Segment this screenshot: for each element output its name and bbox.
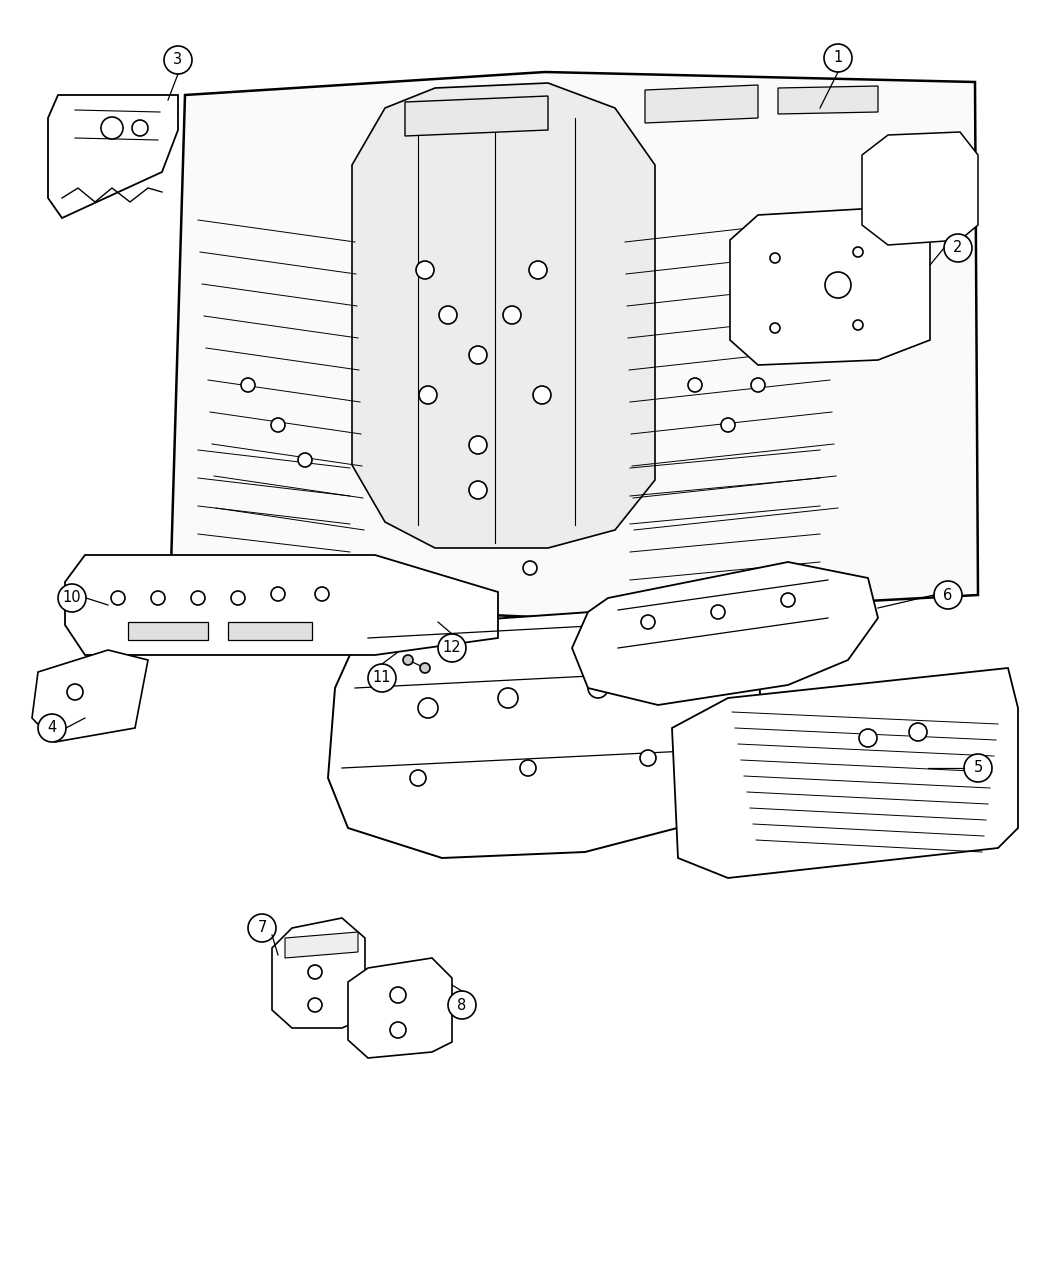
Circle shape [469, 481, 487, 499]
Circle shape [191, 592, 205, 606]
Circle shape [964, 754, 992, 782]
Polygon shape [65, 555, 498, 655]
Circle shape [688, 377, 702, 391]
Text: 1: 1 [834, 51, 842, 65]
Circle shape [151, 592, 165, 606]
Circle shape [909, 723, 927, 741]
Circle shape [101, 117, 123, 139]
Polygon shape [328, 608, 762, 858]
Circle shape [751, 377, 765, 391]
Circle shape [469, 436, 487, 454]
Circle shape [248, 914, 276, 942]
Polygon shape [285, 932, 358, 958]
Circle shape [721, 418, 735, 432]
Circle shape [67, 683, 83, 700]
Circle shape [672, 668, 692, 688]
Polygon shape [862, 133, 978, 245]
Circle shape [164, 46, 192, 74]
Circle shape [853, 320, 863, 330]
Polygon shape [778, 85, 878, 113]
Circle shape [934, 581, 962, 609]
Polygon shape [730, 208, 930, 365]
Circle shape [770, 323, 780, 333]
Polygon shape [228, 622, 312, 640]
Text: 5: 5 [973, 760, 983, 775]
Text: 10: 10 [63, 590, 81, 606]
Circle shape [271, 418, 285, 432]
Circle shape [390, 987, 406, 1003]
Circle shape [503, 306, 521, 324]
Circle shape [781, 593, 795, 607]
Text: 3: 3 [173, 52, 183, 68]
Circle shape [271, 586, 285, 601]
Text: 6: 6 [943, 588, 952, 603]
Polygon shape [48, 96, 178, 218]
Circle shape [308, 998, 322, 1012]
Circle shape [498, 688, 518, 708]
Circle shape [111, 592, 125, 606]
Circle shape [640, 750, 656, 766]
Circle shape [438, 634, 466, 662]
Circle shape [853, 247, 863, 258]
Text: 12: 12 [443, 640, 461, 655]
Circle shape [523, 561, 537, 575]
Circle shape [418, 697, 438, 718]
Circle shape [825, 272, 851, 298]
Circle shape [308, 965, 322, 979]
Circle shape [711, 606, 724, 618]
Circle shape [410, 770, 426, 785]
Polygon shape [32, 650, 148, 742]
Text: 11: 11 [373, 671, 392, 686]
Circle shape [416, 261, 434, 279]
Circle shape [132, 120, 148, 136]
Circle shape [403, 655, 413, 666]
Circle shape [533, 386, 551, 404]
Circle shape [420, 663, 430, 673]
Circle shape [588, 678, 608, 697]
Text: 8: 8 [458, 997, 466, 1012]
Polygon shape [352, 83, 655, 548]
Polygon shape [170, 71, 978, 618]
Polygon shape [645, 85, 758, 122]
Text: 7: 7 [257, 921, 267, 936]
Polygon shape [405, 96, 548, 136]
Circle shape [242, 377, 255, 391]
Polygon shape [348, 958, 452, 1058]
Polygon shape [572, 562, 878, 705]
Circle shape [38, 714, 66, 742]
Circle shape [315, 586, 329, 601]
Polygon shape [128, 622, 208, 640]
Circle shape [529, 261, 547, 279]
Circle shape [859, 729, 877, 747]
Circle shape [770, 252, 780, 263]
Circle shape [231, 592, 245, 606]
Circle shape [390, 1023, 406, 1038]
Circle shape [368, 664, 396, 692]
Circle shape [58, 584, 86, 612]
Text: 2: 2 [953, 241, 963, 255]
Circle shape [298, 453, 312, 467]
Circle shape [944, 235, 972, 261]
Text: 4: 4 [47, 720, 57, 736]
Circle shape [439, 306, 457, 324]
Circle shape [520, 760, 536, 776]
Circle shape [469, 346, 487, 363]
Circle shape [419, 386, 437, 404]
Circle shape [640, 615, 655, 629]
Polygon shape [272, 918, 365, 1028]
Polygon shape [672, 668, 1018, 878]
Circle shape [824, 45, 852, 71]
Circle shape [448, 991, 476, 1019]
